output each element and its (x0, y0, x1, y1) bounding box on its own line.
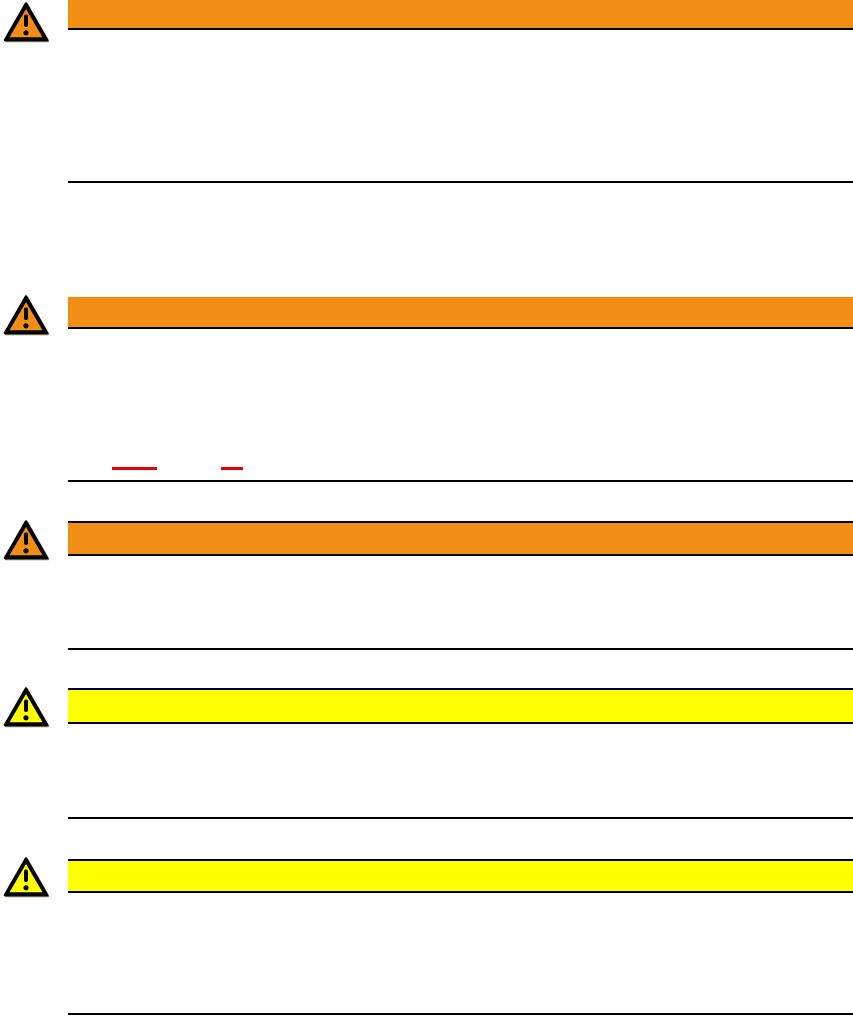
section-end-rule (68, 648, 853, 650)
section-end-rule (68, 181, 853, 183)
warning-triangle-icon (3, 2, 49, 42)
hazard-title-bar (68, 521, 853, 556)
warning-triangle-icon (3, 520, 49, 560)
section-end-rule (68, 480, 853, 482)
link-underline[interactable] (112, 467, 157, 470)
warning-triangle-icon (3, 295, 49, 335)
caution-triangle-icon (3, 687, 49, 727)
section-end-rule (68, 817, 853, 819)
section-end-rule (68, 1013, 853, 1015)
caution-triangle-icon (3, 857, 49, 897)
hazard-title-bar (68, 859, 853, 893)
hazard-title-bar (68, 0, 853, 30)
hazard-title-bar (68, 297, 853, 329)
hazard-title-bar (68, 688, 853, 724)
link-underline[interactable] (221, 467, 243, 470)
